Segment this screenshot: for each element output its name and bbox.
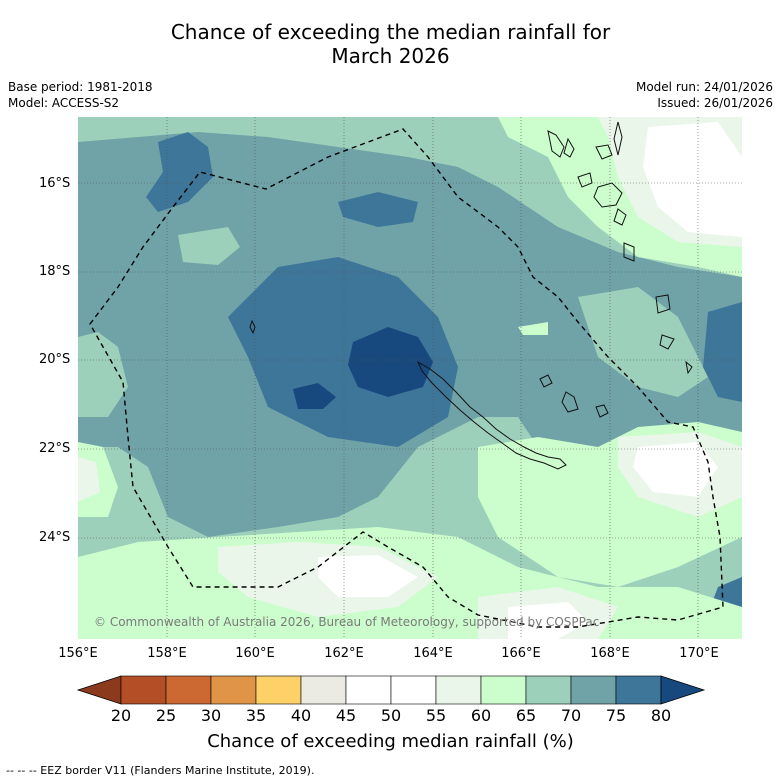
base-period: Base period: 1981-2018 [8, 80, 153, 94]
colorbar-bin-50-55 [390, 675, 437, 705]
meta-right: Model run: 24/01/2026 Issued: 26/01/2026 [636, 79, 773, 111]
zone-65-70-small-patch [178, 227, 240, 265]
lon-label-156e: 156°E [58, 646, 98, 661]
lat-label-20s: 20°S [39, 352, 71, 367]
rainfall-map: © Commonwealth of Australia 2026, Bureau… [78, 117, 742, 639]
colorbar-bin-75-80 [615, 675, 662, 705]
colorbar-over-triangle [660, 675, 706, 705]
colorbar-bin-60-65 [480, 675, 527, 705]
colorbar-bin-40-45 [300, 675, 347, 705]
colorbar-bin-65-70 [525, 675, 572, 705]
coastlines [249, 121, 693, 470]
meta-left: Base period: 1981-2018 Model: ACCESS-S2 [8, 79, 153, 111]
colorbar-tick-20: 20 [110, 706, 132, 725]
zone-above-80-core [348, 327, 433, 397]
lon-label-160e: 160°E [235, 646, 275, 661]
zone-75-80-east [703, 302, 742, 402]
colorbar-tick-75: 75 [605, 706, 627, 725]
zone-65-70-east [578, 287, 708, 397]
colorbar-bin-70-75 [570, 675, 617, 705]
model-run: Model run: 24/01/2026 [635, 80, 773, 94]
vanuatu-coast [547, 121, 693, 375]
lon-label-170e: 170°E [679, 646, 719, 661]
graticule [78, 117, 742, 639]
lat-label-18s: 18°S [39, 264, 71, 279]
colorbar-tick-40: 40 [290, 706, 312, 725]
colorbar-tick-50: 50 [380, 706, 402, 725]
copyright-text: © Commonwealth of Australia 2026, Bureau… [94, 615, 599, 629]
colorbar-tick-30: 30 [200, 706, 222, 725]
colorbar-tick-45: 45 [335, 706, 357, 725]
zone-65-70-west [78, 332, 128, 417]
footnote: -- -- -- EEZ border V11 (Flanders Marine… [6, 764, 315, 777]
zone-60-65-small-patch [518, 322, 548, 335]
zone-55-60-west [78, 457, 100, 502]
colorbar-tick-55: 55 [425, 706, 447, 725]
model-name: Model: ACCESS-S2 [8, 96, 120, 110]
colorbar-tick-80: 80 [650, 706, 672, 725]
zone-75-80-central [228, 257, 458, 447]
zone-45-55-southeast [633, 442, 718, 497]
lon-label-168e: 168°E [590, 646, 630, 661]
colorbar-tick-35: 35 [245, 706, 267, 725]
lon-label-166e: 166°E [501, 646, 541, 661]
lat-label-22s: 22°S [39, 441, 71, 456]
colorbar-tick-25: 25 [155, 706, 177, 725]
zone-45-55-far-south [508, 602, 588, 639]
colorbar-tick-70: 70 [560, 706, 582, 725]
title-line-2: March 2026 [331, 44, 450, 68]
zone-75-80-northwest [146, 132, 213, 212]
lon-label-162e: 162°E [324, 646, 364, 661]
colorbar-tick-60: 60 [470, 706, 492, 725]
islet-west [249, 319, 256, 335]
eez-border [89, 128, 724, 628]
colorbar [76, 675, 706, 705]
colorbar-bin-35-40 [255, 675, 302, 705]
lon-label-164e: 164°E [413, 646, 453, 661]
new-caledonia-coast [416, 360, 567, 470]
chart-title: Chance of exceeding the median rainfall … [0, 20, 781, 68]
issued-date: Issued: 26/01/2026 [657, 96, 773, 110]
lon-label-158e: 158°E [147, 646, 187, 661]
colorbar-title: Chance of exceeding median rainfall (%) [207, 731, 574, 752]
zone-45-55-northeast [643, 122, 742, 237]
colorbar-bin-55-60 [435, 675, 482, 705]
zone-above-80-small [293, 383, 336, 409]
colorbar-bin-20-25 [120, 675, 167, 705]
zone-75-80-north-center [338, 192, 418, 227]
colorbar-bin-45-50 [345, 675, 392, 705]
zone-45-55-south [318, 555, 418, 597]
title-line-1: Chance of exceeding the median rainfall … [170, 20, 611, 44]
lat-label-24s: 24°S [39, 530, 71, 545]
colorbar-bins [76, 675, 706, 705]
map-panel: © Commonwealth of Australia 2026, Bureau… [78, 117, 742, 639]
colorbar-tick-65: 65 [515, 706, 537, 725]
loyalty-islands-coast [539, 374, 609, 418]
colorbar-bin-30-35 [210, 675, 257, 705]
colorbar-bin-25-30 [165, 675, 212, 705]
colorbar-under-triangle [76, 675, 122, 705]
lat-label-16s: 16°S [39, 176, 71, 191]
